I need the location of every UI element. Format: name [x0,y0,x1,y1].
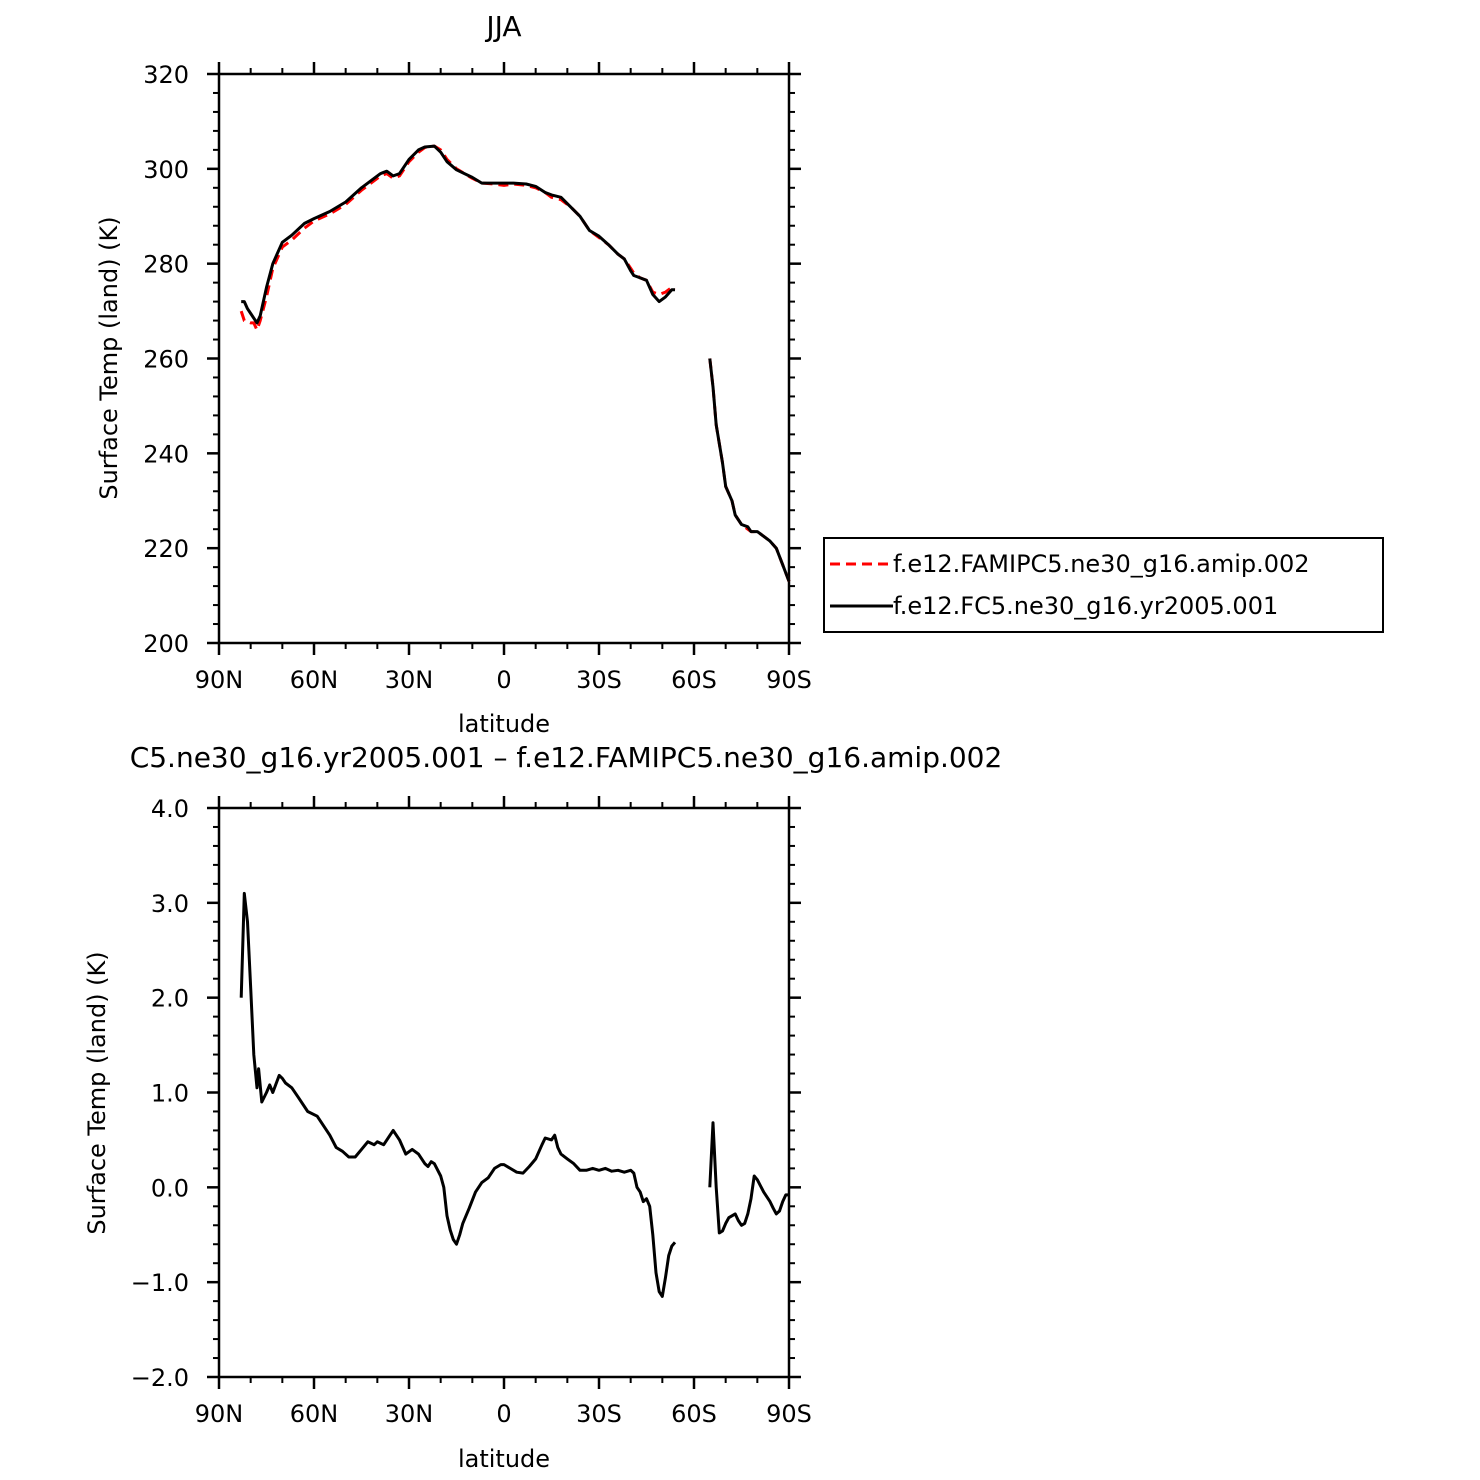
bottom-ticks: 90N 60N 30N 0 30S 60S 90S −2.0 −1.0 0.0 1.0 2.0 3.0 4… [131,795,812,1428]
y-tick-label: 220 [143,535,189,563]
series-line-0-segment-0 [239,144,676,332]
top-y-axis-label: Surface Temp (land) (K) [95,216,123,499]
x-tick-label: 30N [385,666,434,694]
legend-box [823,537,1384,633]
y-tick-label: 240 [143,440,189,468]
x-tick-label: 90S [766,666,812,694]
y-tick-label: 3.0 [151,890,189,918]
top-ticks: 90N 60N 30N 0 30S 60S 90S 200 220 240 260 280 300 320 [143,61,812,694]
x-tick-label: 0 [496,666,511,694]
top-series-group [239,144,791,582]
series-line-1-segment-0 [241,144,675,325]
legend: f.e12.FAMIPC5.ne30_g16.amip.002 f.e12.FC… [823,537,1384,633]
top-x-axis-label: latitude [458,710,550,738]
bottom-x-axis-label: latitude [458,1445,550,1473]
bottom-y-axis-label: Surface Temp (land) (K) [83,951,111,1234]
y-tick-label: 300 [143,156,189,184]
y-tick-label: 280 [143,251,189,279]
bottom-plot-frame [217,806,791,1379]
y-tick-label: 2.0 [151,985,189,1013]
panel-top-chart: JJA 90N 60N 30N 0 30S 60S 90S 200 220 240 260 280 30… [95,10,812,738]
top-chart-title: JJA [484,10,521,43]
y-tick-label: 1.0 [151,1080,189,1108]
x-tick-label: 90N [195,666,244,694]
x-tick-label: 30N [385,1400,434,1428]
x-tick-label: 30S [576,666,622,694]
y-tick-label: 200 [143,630,189,658]
x-tick-label: 60S [671,1400,717,1428]
x-tick-label: 30S [576,1400,622,1428]
y-tick-label: 260 [143,346,189,374]
legend-label-famipc5: f.e12.FAMIPC5.ne30_g16.amip.002 [893,550,1310,578]
x-tick-label: 90N [195,1400,244,1428]
y-tick-label: −2.0 [131,1364,189,1392]
x-tick-label: 60N [290,666,339,694]
x-tick-label: 60N [290,1400,339,1428]
x-tick-label: 60S [671,666,717,694]
panel-bottom-chart: C5.ne30_g16.yr2005.001 – f.e12.FAMIPC5.n… [83,741,1002,1473]
y-tick-label: 0.0 [151,1174,189,1202]
x-tick-label: 90S [766,1400,812,1428]
legend-label-fc5: f.e12.FC5.ne30_g16.yr2005.001 [893,592,1278,620]
series-line-1-segment-1 [708,358,791,582]
top-plot-frame [217,72,791,645]
bottom-series-group [239,891,789,1298]
y-tick-label: −1.0 [131,1269,189,1297]
y-tick-label: 4.0 [151,795,189,823]
series-line-0-segment-1 [708,1121,789,1235]
bottom-chart-title: C5.ne30_g16.yr2005.001 – f.e12.FAMIPC5.n… [130,741,1003,774]
y-tick-label: 320 [143,61,189,89]
x-tick-label: 0 [496,1400,511,1428]
series-line-0-segment-0 [239,891,677,1298]
